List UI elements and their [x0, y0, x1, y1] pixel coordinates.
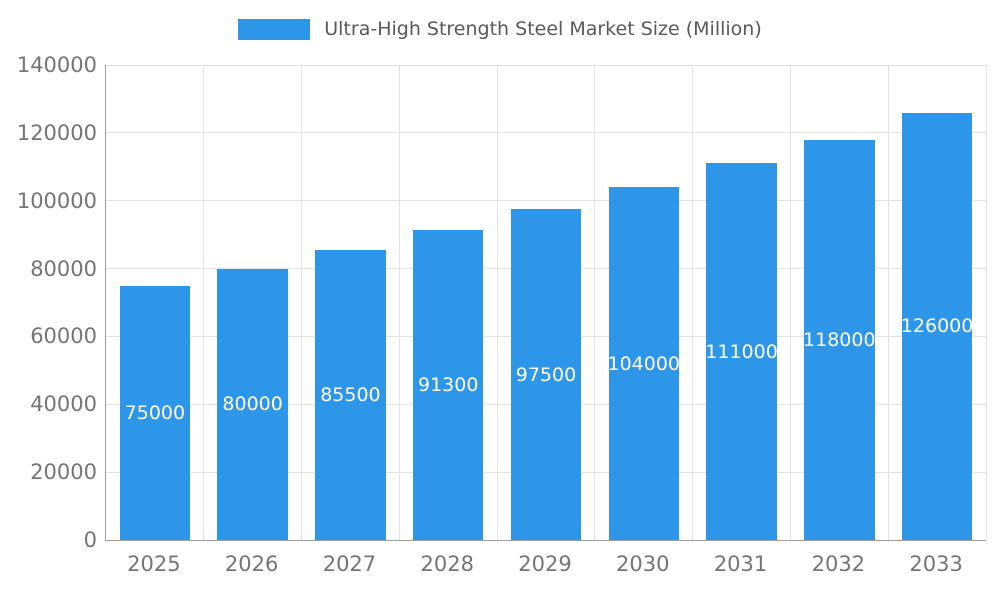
x-tick-label: 2032 — [811, 552, 866, 576]
gridline-v — [496, 65, 498, 540]
bar-value-label: 126000 — [900, 315, 974, 338]
gridline-h — [106, 132, 986, 134]
y-tick-label: 80000 — [30, 256, 97, 281]
bar-value-label: 85500 — [320, 383, 381, 406]
bar: 118000 — [803, 139, 876, 540]
gridline-h — [106, 64, 986, 66]
gridline-v — [887, 65, 889, 540]
bar: 80000 — [217, 268, 288, 540]
gridline-h — [106, 200, 986, 202]
legend[interactable]: Ultra-High Strength Steel Market Size (M… — [0, 18, 1000, 40]
x-tick-label: 2027 — [322, 552, 377, 576]
y-tick-label: 100000 — [16, 188, 97, 213]
gridline-v — [301, 65, 303, 540]
legend-label: Ultra-High Strength Steel Market Size (M… — [324, 18, 762, 40]
bar: 97500 — [510, 209, 582, 540]
y-tick-label: 40000 — [30, 392, 97, 417]
y-tick-label: 0 — [83, 528, 97, 552]
x-tick-label: 2025 — [127, 552, 181, 576]
bar: 91300 — [413, 230, 484, 540]
y-tick-label: 60000 — [30, 324, 97, 349]
x-tick-label: 2031 — [713, 552, 768, 576]
gridline-v — [985, 65, 987, 540]
bar-value-label: 111000 — [705, 340, 778, 363]
plot-area: 75000 80000 85500 91300 97500 104000 111000 118… — [105, 64, 987, 541]
gridline-v — [692, 65, 694, 540]
bar-value-label: 80000 — [222, 393, 283, 416]
x-axis: 2025 2026 2027 2028 2029 2030 2031 2032 2033 — [105, 552, 985, 586]
y-tick-label: 20000 — [30, 460, 97, 485]
x-tick-label: 2029 — [518, 552, 572, 576]
y-tick-label: 120000 — [16, 120, 97, 145]
gridline-v — [203, 65, 205, 540]
y-axis: 0 20000 40000 60000 80000 100000 120000 140000 — [0, 53, 97, 552]
legend-swatch-icon — [238, 18, 311, 40]
y-tick-label: 140000 — [16, 53, 97, 77]
bar-value-label: 97500 — [515, 363, 577, 386]
bar-value-label: 75000 — [124, 401, 186, 424]
gridline-v — [398, 65, 400, 540]
x-tick-label: 2026 — [224, 552, 279, 576]
bar-value-label: 104000 — [607, 352, 681, 375]
bar: 126000 — [900, 112, 974, 540]
bar: 111000 — [705, 163, 778, 540]
gridline-v — [789, 65, 791, 540]
bar-value-label: 91300 — [417, 374, 479, 397]
bar: 75000 — [119, 285, 191, 540]
x-tick-label: 2030 — [616, 552, 670, 576]
x-tick-label: 2033 — [909, 552, 963, 576]
x-tick-label: 2028 — [420, 552, 474, 576]
bar-value-label: 118000 — [803, 328, 876, 351]
gridline-v — [594, 65, 596, 540]
bar: 85500 — [315, 249, 386, 540]
bar: 104000 — [607, 187, 681, 540]
